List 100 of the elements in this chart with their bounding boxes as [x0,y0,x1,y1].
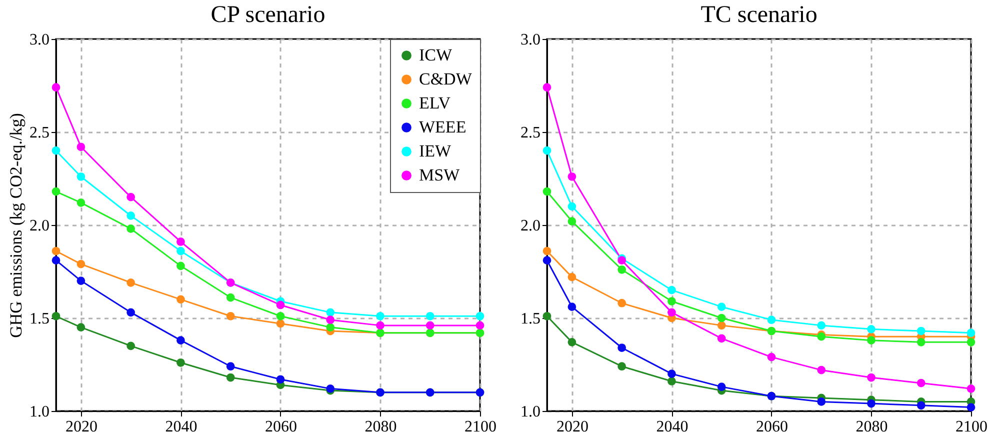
point [126,342,136,350]
point [916,378,926,388]
y-tick-label: 1.5 [520,310,540,328]
point [176,238,185,246]
point [126,278,136,287]
point [668,297,676,306]
point [76,198,86,207]
point [52,246,60,256]
y-tick-label: 3.0 [30,32,50,48]
x-tick-label: 2060 [756,418,788,435]
x-tick-label: 2100 [956,418,988,435]
point [568,217,576,226]
chart-title: TC scenario [700,2,818,28]
point [717,302,726,312]
point [867,336,876,344]
point [916,338,926,346]
point [52,187,60,196]
point [52,256,60,265]
point [767,352,776,362]
point [817,398,826,406]
point [376,312,384,320]
point [276,300,285,310]
point [568,338,576,346]
legend-label: WEEE [419,118,466,136]
point [668,308,676,317]
y-tick-label: 2.5 [520,124,540,142]
point [326,316,335,324]
point [568,302,576,312]
point [568,172,576,181]
x-tick-label: 2080 [856,418,888,435]
point [426,312,434,320]
point [52,146,60,155]
point [542,187,552,196]
point [668,286,676,294]
point [668,377,676,386]
point [966,403,976,412]
point [916,326,926,336]
point [476,312,484,320]
point [717,321,726,330]
x-tick-label: 2020 [65,418,98,435]
point [76,142,86,152]
point [226,312,235,320]
point [76,260,86,268]
point [717,314,726,322]
point [767,316,776,324]
point [717,334,726,343]
legend-label: ELV [419,94,452,112]
point [226,373,235,382]
y-tick-label: 2.0 [30,218,50,234]
point [817,366,826,374]
point [52,83,60,92]
point [817,321,826,330]
point [426,321,434,330]
point [476,321,484,330]
point [176,262,185,270]
y-tick-label: 3.0 [520,32,540,48]
point [376,321,384,330]
point [176,246,185,256]
legend-label: IEW [419,142,452,160]
point [76,323,86,332]
point [126,212,136,220]
point [176,336,185,344]
x-tick-label: 2040 [165,418,198,435]
point [276,312,285,320]
y-axis-title: GHG emissions (kg CO2-eq./kg) [6,113,26,338]
point [326,323,335,332]
x-tick-label: 2100 [464,418,496,435]
point [668,370,676,378]
point [542,256,552,265]
y-tick-label: 1.0 [30,404,50,420]
point [568,272,576,282]
point [76,276,86,285]
x-tick-label: 2040 [656,418,688,435]
chart-title: CP scenario [210,2,326,28]
point [542,246,552,256]
x-tick-label: 2020 [556,418,588,435]
y-tick-label: 1.0 [520,404,540,420]
point [52,312,60,320]
point [76,172,86,181]
y-tick-label: 1.5 [30,310,50,328]
point [126,308,136,317]
y-tick-label: 2.5 [30,124,50,142]
point [176,295,185,304]
point [568,202,576,211]
legend-label: C&DW [419,70,473,88]
point [542,312,552,320]
x-tick-label: 2080 [364,418,397,435]
point [867,373,876,382]
point [126,224,136,233]
point [618,298,626,308]
point [618,344,626,352]
point [226,293,235,302]
point [226,362,235,371]
legend-label: MSW [419,166,461,184]
point [966,384,976,393]
point [542,83,552,92]
point [126,192,136,202]
point [618,265,626,274]
point [276,319,285,328]
point [542,146,552,155]
